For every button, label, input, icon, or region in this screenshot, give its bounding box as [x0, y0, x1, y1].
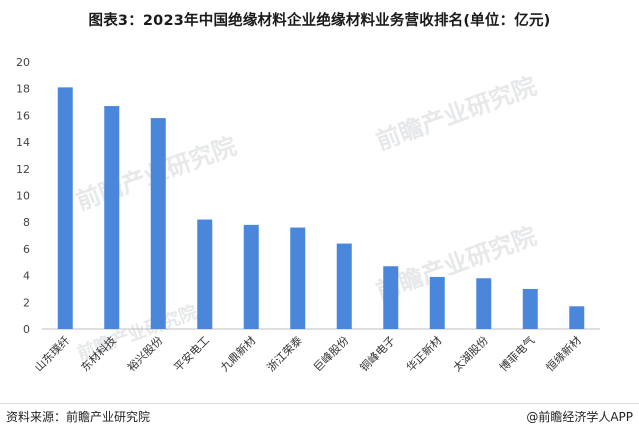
- bar: [569, 306, 585, 329]
- footer-divider: [0, 403, 639, 404]
- y-tick-label: 18: [16, 83, 30, 96]
- bar: [429, 276, 445, 329]
- y-tick-label: 10: [16, 190, 30, 203]
- x-tick-label: 九鼎新材: [217, 333, 258, 374]
- x-tick-label: 巨峰股份: [311, 334, 351, 374]
- x-tick-label: 恒缘新材: [543, 333, 584, 374]
- y-tick-label: 20: [16, 56, 30, 69]
- x-tick-label: 华正新材: [403, 333, 444, 374]
- x-tick-label: 铜峰电子: [357, 333, 398, 374]
- watermark-text: 前瞻产业研究院: [372, 72, 539, 156]
- y-tick-label: 2: [23, 296, 30, 309]
- bar: [197, 219, 213, 329]
- bar: [150, 118, 166, 329]
- y-axis: 0 2 4 6 8 10 12 14 16 18 20: [16, 56, 30, 336]
- bar: [104, 106, 120, 330]
- y-tick-label: 16: [16, 109, 30, 122]
- bar: [336, 243, 352, 329]
- x-tick-label: 平安电工: [171, 333, 212, 374]
- bars: [57, 87, 585, 330]
- source-note: 资料来源：前瞻产业研究院: [6, 410, 151, 424]
- bar: [476, 278, 492, 329]
- bar: [522, 288, 538, 329]
- y-tick-label: 4: [23, 270, 30, 283]
- x-axis: 山东璞纤 东材科技 裕兴股份 平安电工 九鼎新材 浙江荣泰 巨峰股份 铜峰电子 华正新材 太湖股份…: [32, 333, 584, 374]
- y-tick-label: 12: [16, 163, 30, 176]
- bar: [243, 224, 259, 329]
- x-tick-label: 博菲电气: [496, 333, 537, 374]
- x-tick-label: 山东璞纤: [32, 334, 72, 374]
- y-tick-label: 6: [23, 243, 30, 256]
- y-tick-label: 0: [23, 323, 30, 336]
- x-tick-label: 太湖股份: [451, 334, 491, 374]
- bar: [290, 227, 306, 329]
- x-tick-label: 浙江荣泰: [264, 333, 305, 374]
- bar: [57, 87, 73, 330]
- watermark-layer: 前瞻产业研究院前瞻产业研究院前瞻产业研究院前瞻产业研究院: [72, 72, 539, 365]
- bar: [383, 266, 399, 329]
- y-tick-label: 14: [16, 136, 30, 149]
- chart-title: 图表3：2023年中国绝缘材料企业绝缘材料业务营收排名(单位：亿元): [88, 13, 551, 29]
- credit-note: @前瞻经济学人APP: [526, 410, 633, 424]
- y-tick-label: 8: [23, 216, 30, 229]
